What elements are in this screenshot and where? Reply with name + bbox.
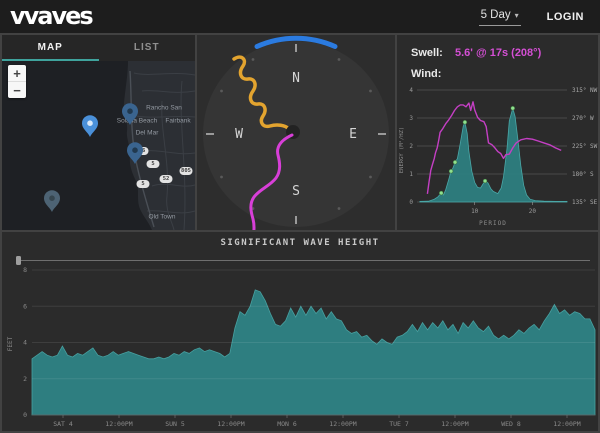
- map-spot-pin[interactable]: [126, 141, 144, 169]
- axis-tick-label: 20: [529, 208, 537, 215]
- wind-trace: [232, 55, 291, 131]
- spectrum-peak-marker: [510, 105, 516, 111]
- time-axis-label: MON 6: [277, 420, 297, 428]
- time-axis-label: TUE 7: [389, 420, 409, 428]
- compass-south-label: S: [292, 184, 300, 199]
- swell-label: Swell:: [411, 47, 443, 59]
- map-roads: [133, 72, 195, 230]
- time-axis-label: SUN 5: [165, 420, 185, 428]
- spectrum-y-axis-title: ENERGY (M²/HZ): [398, 127, 405, 173]
- time-axis-label: 12:00PM: [553, 420, 580, 428]
- forecast-range-dropdown[interactable]: 5 Day ▾: [478, 7, 521, 26]
- map-basemap: [123, 61, 195, 230]
- compass-panel: N E S W: [197, 35, 395, 247]
- axis-tick-label: 6: [23, 302, 27, 310]
- map-canvas[interactable]: + − Rancho San Solana Beach Fairbank Del Ma…: [2, 61, 195, 230]
- wave-height-panel: SIGNIFICANT WAVE HEIGHT 0 2 4 6 8 SAT 4 12:00P…: [2, 232, 598, 431]
- map-spot-pin[interactable]: [43, 189, 61, 217]
- axis-tick-label: 2: [409, 143, 413, 150]
- zoom-out-button[interactable]: −: [13, 82, 21, 98]
- compass-north-label: N: [292, 71, 300, 86]
- time-scrubber-track[interactable]: [18, 260, 590, 261]
- wind-label: Wind:: [411, 68, 442, 80]
- time-axis-label: WED 8: [501, 420, 521, 428]
- wave-y-axis-title: FEET: [7, 336, 14, 351]
- axis-tick-label: 4: [23, 339, 27, 347]
- map-spot-pin[interactable]: [121, 102, 139, 130]
- wind-row: Wind:: [411, 68, 584, 80]
- swell-trace: [248, 133, 294, 247]
- spectrum-peak-marker: [482, 178, 488, 184]
- compass-ticks: [206, 44, 386, 224]
- axis-tick-label: 0: [23, 411, 27, 419]
- map-highway-shield: 805: [179, 167, 193, 175]
- spectrum-direction-line: [426, 101, 562, 194]
- conditions-panel: Swell: 5.6' @ 17s (208°) Wind: 0 135° SE 1…: [397, 35, 598, 230]
- axis-tick-label: 4: [409, 87, 413, 94]
- map-highway-shield: 52: [159, 175, 173, 183]
- compass-east-label: E: [349, 127, 357, 142]
- time-axis-label: 12:00PM: [217, 420, 244, 428]
- compass-dial: N E S W: [203, 35, 389, 247]
- axis-tick-label: 2: [23, 375, 27, 383]
- axis-tick-label: 10: [471, 208, 479, 215]
- map-panel: MAP LIST + − Rancho San Solana Beach Fairb: [2, 35, 195, 230]
- spectrum-peak-marker: [462, 119, 468, 125]
- axis-tick-label: 3: [409, 115, 413, 122]
- time-axis-label: 12:00PM: [105, 420, 132, 428]
- forecast-range-value: 5 Day: [480, 9, 511, 21]
- direction-axis-label: 315° NW: [572, 87, 598, 94]
- axis-tick-label: 0: [409, 199, 413, 206]
- direction-axis-label: 225° SW: [572, 143, 598, 150]
- app-logo: vvaves: [10, 2, 94, 30]
- swell-value: 5.6' @ 17s (208°): [455, 47, 542, 59]
- direction-axis-label: 270° W: [572, 115, 594, 122]
- tab-list[interactable]: LIST: [133, 41, 160, 53]
- spectrum-x-axis-title: PERIOD: [479, 220, 507, 227]
- time-scrubber-handle[interactable]: [16, 256, 21, 265]
- wave-chart-title: SIGNIFICANT WAVE HEIGHT: [220, 238, 380, 248]
- spectrum-peak-marker: [448, 168, 454, 174]
- time-axis-label: 12:00PM: [441, 420, 468, 428]
- direction-axis-label: 135° SE: [572, 199, 598, 206]
- map-highway-shield: 5: [136, 180, 150, 188]
- spectrum-energy-area: [419, 106, 568, 203]
- swell-row: Swell: 5.6' @ 17s (208°): [411, 47, 584, 59]
- chevron-down-icon: ▾: [514, 11, 519, 20]
- time-axis-label: SAT 4: [53, 420, 73, 428]
- map-spot-pin[interactable]: [81, 114, 99, 142]
- tab-map[interactable]: MAP: [2, 35, 99, 61]
- app-header: vvaves 5 Day ▾ LOGIN: [0, 0, 600, 33]
- wave-height-chart: 0 2 4 6 8 SAT 4 12:00PM SUN 5 12:00PM MON 6 12:00P…: [7, 266, 596, 428]
- compass-west-label: W: [235, 127, 243, 142]
- wind-direction-arc: [254, 35, 338, 49]
- map-list-tabbar: MAP LIST: [2, 35, 195, 61]
- axis-tick-label: 8: [23, 266, 27, 274]
- map-zoom-control: + −: [8, 65, 26, 98]
- map-highway-shield: 5: [146, 160, 160, 168]
- axis-tick-label: 1: [409, 171, 413, 178]
- login-button[interactable]: LOGIN: [546, 10, 584, 23]
- wave-height-area: [31, 289, 596, 416]
- direction-axis-label: 180° S: [572, 171, 594, 178]
- spectrum-peak-marker: [438, 190, 444, 196]
- swell-spectrum-chart: 0 135° SE 1 180° S 2 225° SW 3 270° W 4 315° NW 10…: [398, 87, 598, 227]
- spectrum-peak-marker: [452, 159, 458, 165]
- time-axis-label: 12:00PM: [329, 420, 356, 428]
- zoom-in-button[interactable]: +: [8, 65, 26, 82]
